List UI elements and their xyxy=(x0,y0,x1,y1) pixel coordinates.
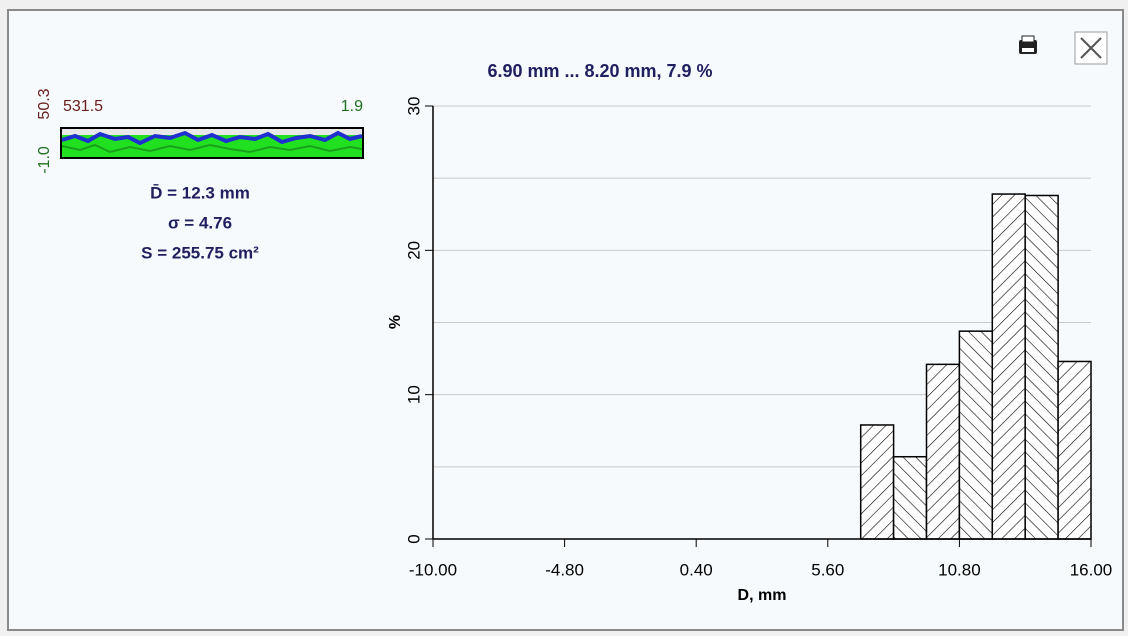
x-tick-label: -4.80 xyxy=(545,560,584,579)
strip-thumbnail xyxy=(61,128,363,158)
strip-min: -1.0 xyxy=(36,146,53,174)
x-tick-label: 16.00 xyxy=(1070,560,1113,579)
bar xyxy=(1058,361,1091,539)
strip-label: 531.5 xyxy=(63,98,103,115)
y-axis-label: % xyxy=(387,315,404,329)
y-tick-label: 10 xyxy=(404,385,423,404)
stat: S = 255.75 cm² xyxy=(141,243,259,262)
x-tick-label: -10.00 xyxy=(409,560,457,579)
bar xyxy=(927,364,960,539)
window: 531.5 1.9 50.3 -1.0 D̄ = 12.3 mm σ = 4.7… xyxy=(0,0,1128,636)
x-tick-label: 10.80 xyxy=(938,560,981,579)
page: 531.5 1.9 50.3 -1.0 D̄ = 12.3 mm σ = 4.7… xyxy=(0,0,1128,641)
x-tick-label: 0.40 xyxy=(680,560,713,579)
strip-max: 50.3 xyxy=(36,88,53,119)
bar xyxy=(992,194,1025,539)
print-button[interactable] xyxy=(1013,32,1043,62)
bar xyxy=(861,425,894,539)
strip-label: 1.9 xyxy=(341,98,363,115)
bar xyxy=(959,331,992,539)
bar xyxy=(1025,195,1058,539)
close-button[interactable] xyxy=(1075,32,1107,64)
y-tick-label: 20 xyxy=(404,241,423,260)
stat: D̄ = 12.3 mm xyxy=(150,183,250,202)
y-tick-label: 30 xyxy=(404,97,423,116)
y-tick-label: 0 xyxy=(404,534,423,543)
stat: σ = 4.76 xyxy=(168,213,232,232)
chart-title: 6.90 mm ... 8.20 mm, 7.9 % xyxy=(487,61,712,81)
x-axis-label: D, mm xyxy=(738,587,787,604)
x-tick-label: 5.60 xyxy=(811,560,844,579)
bar xyxy=(894,457,927,539)
